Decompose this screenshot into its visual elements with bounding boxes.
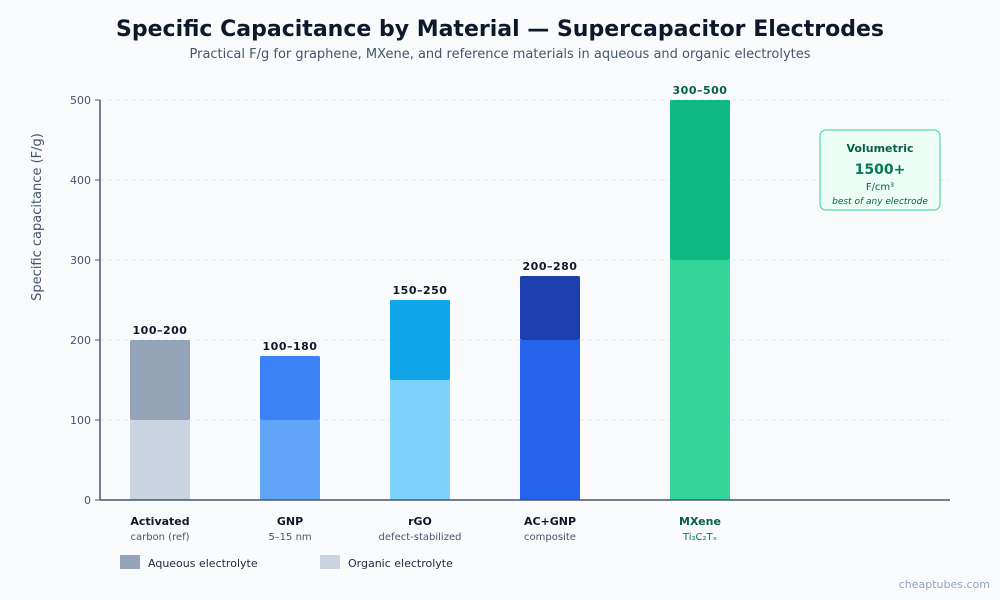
bar-high-mxene bbox=[670, 100, 730, 260]
x-tick-label-rgo: rGO bbox=[408, 515, 432, 528]
x-tick-sublabel-ac-gnp: composite bbox=[524, 532, 576, 543]
bar-high-activated bbox=[130, 340, 190, 420]
x-tick-sublabel-activated: carbon (ref) bbox=[130, 532, 189, 543]
bar-low-activated bbox=[130, 420, 190, 500]
x-tick-label-mxene: MXene bbox=[679, 515, 721, 528]
y-tick-label-500: 500 bbox=[70, 94, 91, 107]
data-label-gnp: 100–180 bbox=[263, 340, 318, 353]
bar-low-gnp bbox=[260, 420, 320, 500]
bar-high-gnp bbox=[260, 356, 320, 420]
bar-low-mxene bbox=[670, 260, 730, 500]
annotation-title: Volumetric bbox=[847, 142, 914, 155]
y-tick-label-400: 400 bbox=[70, 174, 91, 187]
bar-high-ac-gnp bbox=[520, 276, 580, 340]
y-tick-label-200: 200 bbox=[70, 334, 91, 347]
bar-low-ac-gnp bbox=[520, 340, 580, 500]
legend-label-organic: Organic electrolyte bbox=[348, 557, 453, 570]
legend: Aqueous electrolyte Organic electrolyte bbox=[120, 555, 453, 570]
bar-high-rgo bbox=[390, 300, 450, 380]
axes: 0 100 200 300 400 500 Activated carbon (ref) GNP… bbox=[70, 94, 950, 543]
bars: 100–200 100–180 150–250 200–280 300–500 bbox=[130, 84, 730, 500]
annotation-note: best of any electrode bbox=[832, 197, 928, 207]
x-tick-sublabel-mxene: Ti₃C₂Tₓ bbox=[682, 532, 717, 543]
volumetric-annotation: Volumetric 1500+ F/cm³ best of any elect… bbox=[819, 129, 941, 211]
x-tick-label-gnp: GNP bbox=[277, 515, 303, 528]
chart-title: Specific Capacitance by Material — Super… bbox=[116, 17, 884, 42]
annotation-value: 1500+ bbox=[855, 162, 906, 178]
x-tick-sublabel-gnp: 5–15 nm bbox=[268, 532, 311, 543]
x-tick-label-ac-gnp: AC+GNP bbox=[524, 515, 576, 528]
y-tick-label-0: 0 bbox=[84, 494, 91, 507]
x-tick-label-activated: Activated bbox=[130, 515, 189, 528]
data-label-activated: 100–200 bbox=[133, 324, 188, 337]
annotation-box bbox=[819, 129, 941, 211]
bar-low-rgo bbox=[390, 380, 450, 500]
y-tick-label-100: 100 bbox=[70, 414, 91, 427]
data-label-mxene: 300–500 bbox=[673, 84, 728, 97]
y-axis-label: Specific capacitance (F/g) bbox=[30, 133, 45, 301]
data-label-ac-gnp: 200–280 bbox=[523, 260, 578, 273]
legend-swatch-organic bbox=[320, 555, 340, 569]
annotation-unit: F/cm³ bbox=[866, 182, 894, 193]
watermark: cheaptubes.com bbox=[899, 578, 990, 591]
legend-label-aqueous: Aqueous electrolyte bbox=[148, 557, 258, 570]
legend-swatch-aqueous bbox=[120, 555, 140, 569]
data-label-rgo: 150–250 bbox=[393, 284, 448, 297]
chart-subtitle: Practical F/g for graphene, MXene, and r… bbox=[189, 47, 810, 62]
y-tick-label-300: 300 bbox=[70, 254, 91, 267]
x-tick-sublabel-rgo: defect-stabilized bbox=[379, 532, 462, 543]
